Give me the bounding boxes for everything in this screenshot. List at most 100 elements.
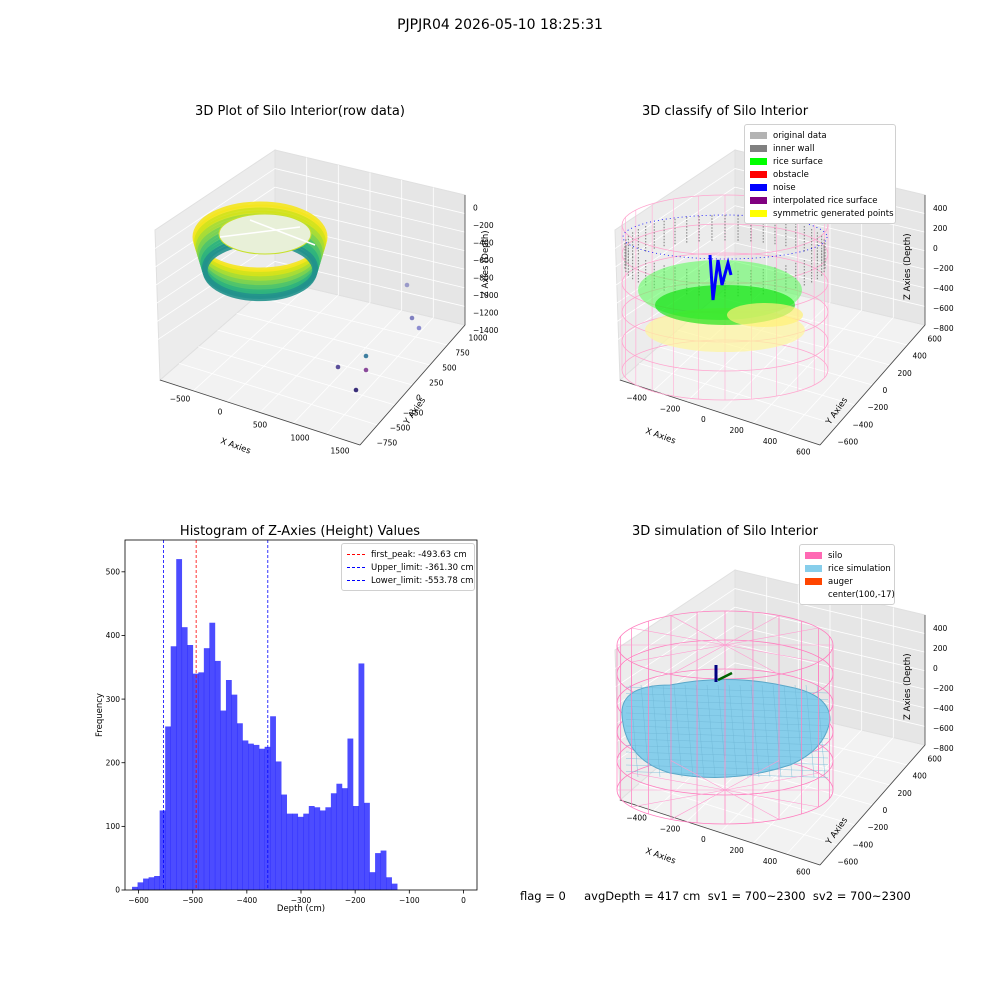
legend-swatch [805,565,822,572]
histogram-bar [270,716,276,890]
status-footer: flag = 0 avgDepth = 417 cm sv1 = 700~230… [520,889,911,903]
simulation-z-axis-label: Z Axies (Depth) [903,653,913,720]
z-tick-label: −400 [473,238,494,247]
histogram-bar [159,810,166,890]
x-tick-label: −200 [660,404,681,413]
z-tick-label: −200 [933,684,954,693]
z-tick-label: 400 [933,204,948,213]
histogram-bar [253,744,260,890]
histogram-bar [330,793,337,890]
legend-entry: rice surface [750,155,889,168]
y-tick-label: −500 [390,424,411,433]
classify-legend: original data inner wall rice surface obsta… [744,124,896,224]
y-tick-label: −200 [868,403,889,412]
raw-z-axis-label: Z Axies (Depth) [481,230,491,297]
z-tick-label: −800 [933,324,954,333]
legend-label: rice surface [773,156,823,167]
y-tick-label: 600 [928,755,943,764]
z-tick-label: −600 [933,304,954,313]
histogram-x-ticks: −600 −500 −400 −300 −200 −100 0 [128,890,466,905]
legend-label: inner wall [773,143,815,154]
x-tick-label: 400 [763,437,778,446]
y-tick-label: 250 [429,379,444,388]
y-tick-label: 300 [106,695,121,704]
x-tick-label: 600 [796,448,811,457]
z-tick-label: −1000 [473,291,499,300]
y-tick-label: 100 [106,822,121,831]
legend-swatch [750,184,767,191]
legend-swatch [805,591,822,598]
z-tick-label: −600 [473,256,494,265]
y-tick-label: 200 [106,758,121,767]
histogram-reference-lines [163,540,269,890]
histogram-bar [231,694,238,890]
y-tick-label: −250 [403,409,424,418]
y-tick-label: −200 [868,823,889,832]
z-tick-label: 0 [473,203,478,212]
x-tick-label: −100 [399,896,420,905]
histogram-bar [137,882,144,890]
x-tick-label: −400 [626,813,647,822]
histogram-bar [281,794,288,890]
y-tick-label: 0 [883,806,888,815]
histogram-bar [314,807,321,890]
histogram-bar [209,622,216,890]
histogram-x-axis-label: Depth (cm) [277,904,325,914]
x-tick-label: 0 [701,835,706,844]
simulation-plot-title: 3D simulation of Silo Interior [632,524,818,539]
x-tick-label: 400 [763,857,778,866]
legend-entry: interpolated rice surface [750,194,889,207]
legend-entry: first_peak: -493.63 cm [347,548,468,561]
histogram-bar [352,806,359,890]
legend-swatch [750,145,767,152]
z-tick-label: −1200 [473,308,499,317]
histogram-bar [286,813,293,890]
legend-swatch [750,158,767,165]
legend-entry: inner wall [750,142,889,155]
x-tick-label: −200 [345,896,366,905]
y-tick-label: 0 [416,394,421,403]
x-tick-label: 0 [701,415,706,424]
legend-entry: center(100,-17) [805,588,895,601]
z-tick-label: −400 [933,284,954,293]
simulation-x-axis-label: X Axies [644,846,677,866]
z-tick-label: −600 [933,724,954,733]
raw-3d-plot: −500 0 500 1000 1500 −750 −500 −250 0 250 500 750 10… [154,149,499,457]
x-tick-label: 200 [730,426,745,435]
x-tick-label: −600 [128,896,149,905]
y-tick-label: 0 [883,386,888,395]
histogram-y-axis-label: Frequency [95,693,105,737]
z-tick-label: −800 [473,273,494,282]
legend-entry: rice simulation [805,562,891,575]
legend-swatch [347,554,365,555]
x-tick-label: 600 [796,868,811,877]
y-tick-label: −750 [377,439,398,448]
legend-label: Lower_limit: -553.78 cm [371,575,474,586]
histogram-bar [375,853,381,890]
histogram-bar [380,850,387,890]
simulation-silo-wireframe-front [616,645,833,824]
histogram-bar [198,672,205,890]
y-tick-label: 600 [928,335,943,344]
histogram-bar [236,723,243,890]
legend-entry: obstacle [750,168,889,181]
x-tick-label: 0 [461,896,466,905]
z-tick-label: −1400 [473,326,499,335]
z-tick-label: 200 [933,644,948,653]
legend-swatch [805,552,822,559]
classify-tick-labels: −400−2000200400600−600−400−2000200400600… [626,204,953,457]
x-tick-label: −300 [291,896,312,905]
classify-z-axis-label: Z Axies (Depth) [903,233,913,300]
legend-entry: Upper_limit: -361.30 cm [347,561,474,574]
histogram-bar [165,726,172,890]
histogram-bar [248,743,254,890]
histogram-bar [242,740,249,890]
x-tick-label: −500 [170,395,191,404]
simulation-3d-plot: −400−2000200400600−600−400−2000200400600… [614,569,954,877]
z-tick-label: −200 [933,264,954,273]
legend-entry: symmetric generated points [750,207,894,220]
legend-swatch [805,578,822,585]
x-tick-label: −400 [626,393,647,402]
raw-plot-title: 3D Plot of Silo Interior(row data) [195,104,405,119]
histogram-bar [192,673,199,890]
